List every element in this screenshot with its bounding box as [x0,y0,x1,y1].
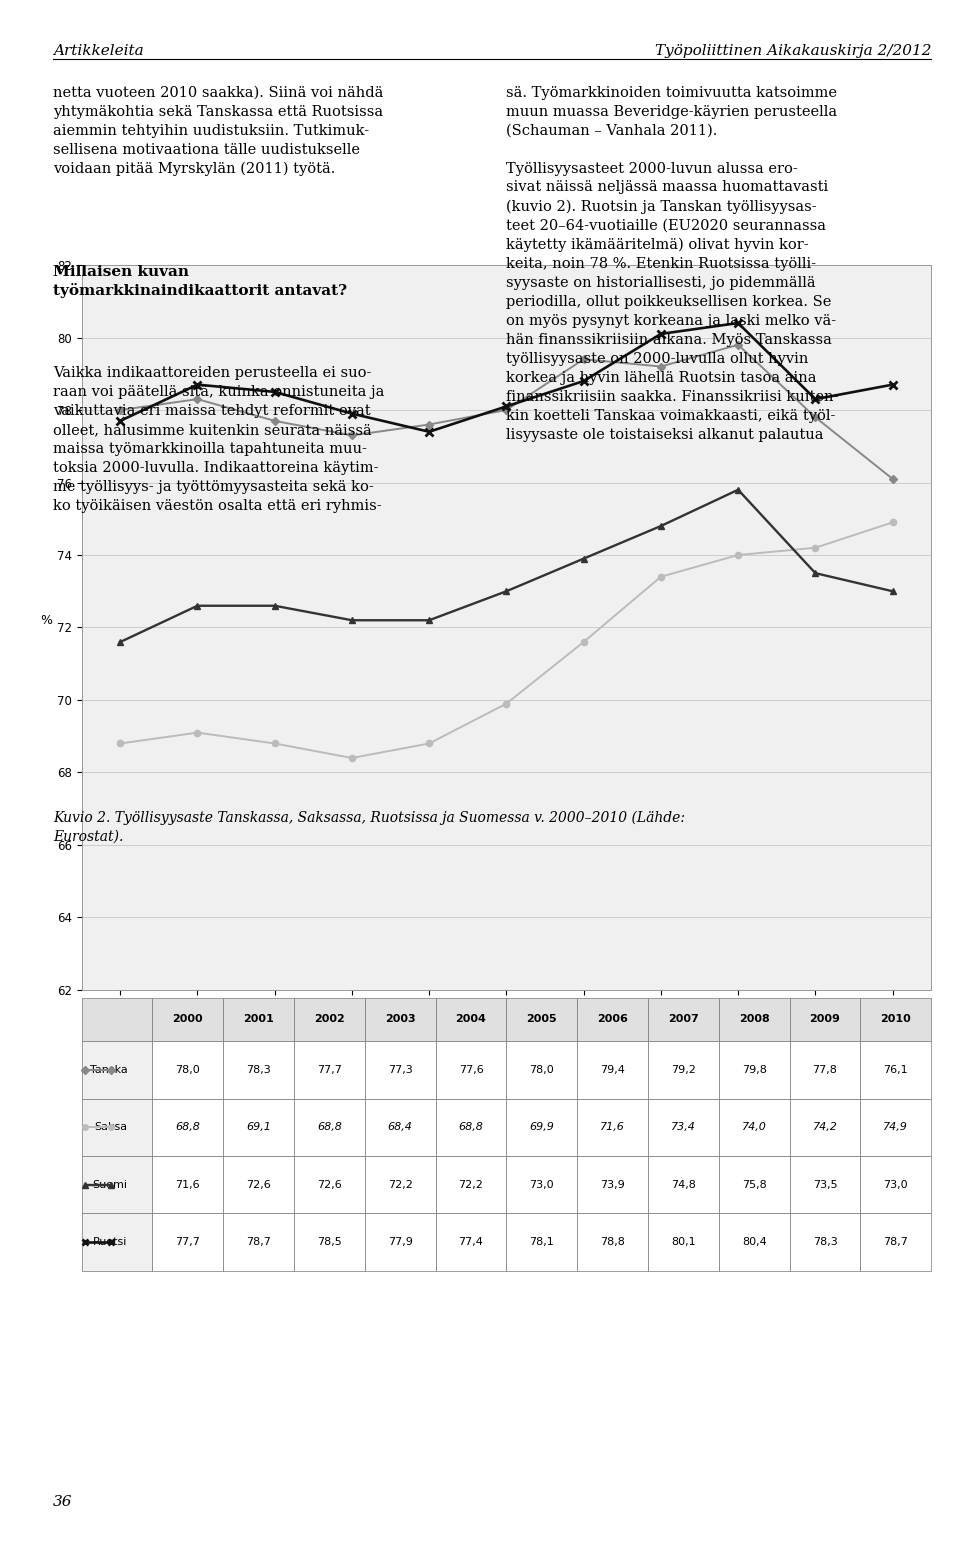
Text: Artikkeleita: Artikkeleita [53,44,144,58]
Text: Millaisen kuvan
työmarkkinaindikaattorit antavat?: Millaisen kuvan työmarkkinaindikaattorit… [53,265,347,298]
Text: Vaikka indikaattoreiden perusteella ei suo-
raan voi päätellä sitä, kuinka onnis: Vaikka indikaattoreiden perusteella ei s… [53,366,384,513]
Text: netta vuoteen 2010 saakka). Siinä voi nähdä
yhtymäkohtia sekä Tanskassa että Ruo: netta vuoteen 2010 saakka). Siinä voi nä… [53,86,383,176]
Text: Työpoliittinen Aikakauskirja 2/2012: Työpoliittinen Aikakauskirja 2/2012 [655,44,931,58]
Text: 36: 36 [53,1495,72,1509]
Y-axis label: %: % [39,614,52,627]
Text: Kuvio 2. Työllisyysaste Tanskassa, Saksassa, Ruotsissa ja Suomessa v. 2000–2010 : Kuvio 2. Työllisyysaste Tanskassa, Saksa… [53,811,684,843]
Text: sä. Työmarkkinoiden toimivuutta katsoimme
muun muassa Beveridge-käyrien perustee: sä. Työmarkkinoiden toimivuutta katsoimm… [507,86,839,443]
